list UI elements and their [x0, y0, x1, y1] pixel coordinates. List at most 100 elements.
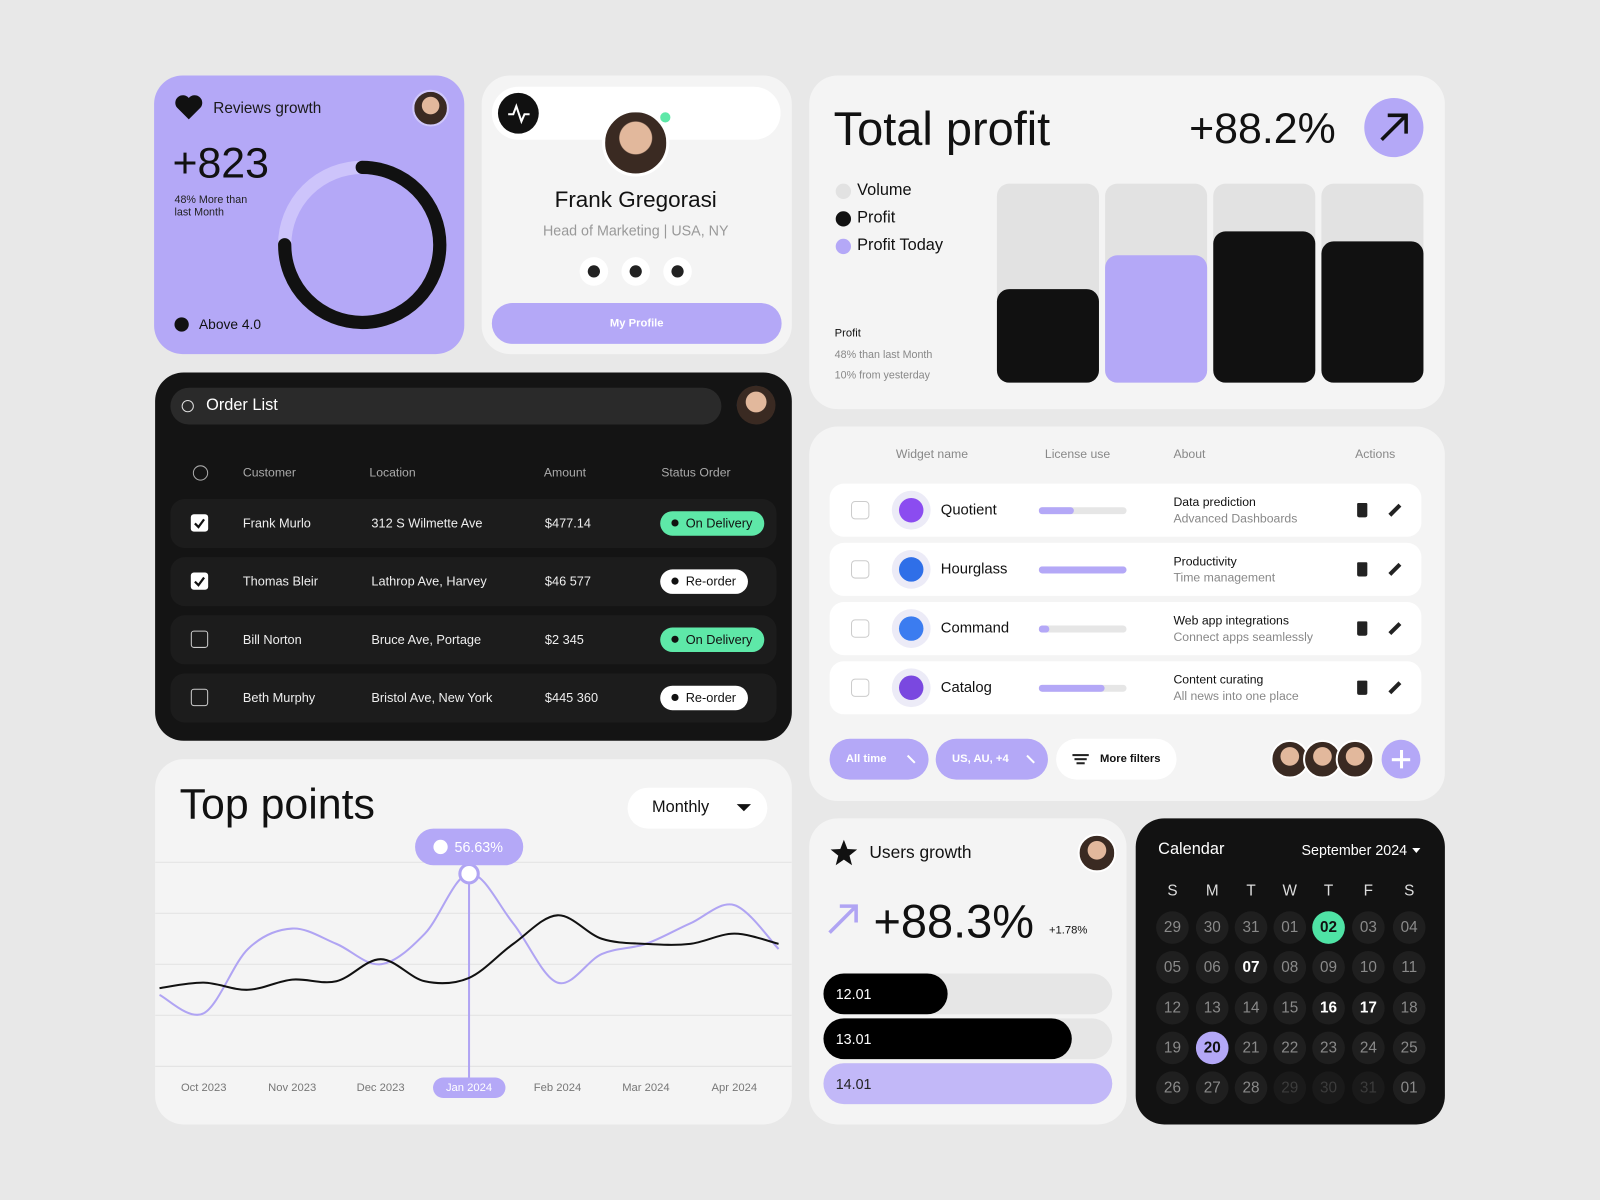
- status-pill[interactable]: On Delivery: [660, 627, 765, 653]
- weekday: T: [1246, 882, 1256, 900]
- day-cell[interactable]: [1156, 911, 1189, 944]
- chart-svg: [1412, 847, 1421, 854]
- row-checkbox[interactable]: [851, 619, 870, 638]
- profile-button[interactable]: My Profile: [491, 303, 782, 344]
- day-cell[interactable]: [1156, 1031, 1189, 1065]
- status-pill[interactable]: On Delivery: [660, 511, 765, 536]
- growth-arrow: [828, 904, 858, 934]
- amount: $46 577: [544, 574, 592, 589]
- day-label: 29: [1281, 1079, 1299, 1097]
- day-label: 10: [1359, 958, 1377, 977]
- day-cell[interactable]: [1352, 911, 1385, 944]
- legend-dot: [174, 317, 189, 332]
- about-subtitle: Connect apps seamlessly: [1173, 629, 1313, 644]
- day-cell[interactable]: [1392, 1071, 1426, 1105]
- day-cell[interactable]: [1234, 991, 1268, 1025]
- day-cell[interactable]: [1392, 991, 1426, 1025]
- bar: [1213, 231, 1316, 383]
- day-label: 24: [1359, 1039, 1377, 1057]
- row-checkbox[interactable]: [190, 688, 209, 707]
- day-cell[interactable]: [1312, 951, 1345, 984]
- day-cell[interactable]: [1273, 1071, 1307, 1105]
- period-label: Monthly: [652, 798, 710, 817]
- row-checkbox[interactable]: [190, 630, 209, 648]
- day-cell[interactable]: [1273, 1031, 1307, 1065]
- day-cell[interactable]: [1195, 911, 1229, 944]
- month-select[interactable]: September 2024: [1301, 841, 1408, 859]
- day-cell[interactable]: [1156, 1071, 1189, 1105]
- column-header: License use: [1044, 446, 1111, 462]
- day-cell[interactable]: [1195, 951, 1229, 984]
- day-cell[interactable]: [1392, 1031, 1426, 1065]
- day-cell[interactable]: [1273, 951, 1307, 984]
- check-stroke: [194, 518, 205, 529]
- status-pill[interactable]: Re-order: [660, 569, 749, 594]
- filter-icon-line: [1076, 762, 1085, 765]
- day-cell[interactable]: [1352, 1071, 1385, 1105]
- day-label: 25: [1400, 1039, 1418, 1057]
- search-bar[interactable]: Order List: [170, 387, 722, 425]
- dropdown-caret: [736, 804, 752, 812]
- license-bar-svg: [1038, 684, 1127, 692]
- about-title: Data prediction: [1173, 494, 1256, 510]
- note-line: 48% than last Month: [834, 348, 933, 362]
- select-all[interactable]: [192, 464, 208, 481]
- day-cell[interactable]: [1156, 991, 1189, 1025]
- amount: $445 360: [544, 690, 599, 706]
- filter-chip[interactable]: US, AU, +4: [935, 738, 1048, 780]
- day-cell[interactable]: [1352, 1031, 1385, 1065]
- day-cell[interactable]: [1195, 1071, 1229, 1105]
- status-pill[interactable]: Re-order: [660, 685, 749, 711]
- day-cell[interactable]: [1392, 911, 1426, 944]
- legend-dot: [835, 210, 851, 227]
- chart-svg: [155, 804, 792, 1078]
- change-value: +88.2%: [1189, 104, 1336, 153]
- day-label: 19: [1163, 1039, 1181, 1057]
- day-cell[interactable]: [1234, 951, 1268, 984]
- more-filters[interactable]: More filters: [1056, 738, 1177, 780]
- column-header: Actions: [1355, 446, 1396, 462]
- profile-action-glyph: [587, 265, 600, 278]
- x-tick-label: Dec 2023: [356, 1081, 405, 1094]
- card-title: Calendar: [1158, 840, 1225, 859]
- day-cell[interactable]: [1312, 1031, 1345, 1065]
- day-cell[interactable]: [1195, 1031, 1229, 1065]
- month-caret: [1412, 847, 1421, 854]
- delete-action[interactable]: [1357, 562, 1368, 577]
- avatar: [1303, 739, 1342, 779]
- day-cell[interactable]: [1234, 911, 1268, 944]
- filter-chip[interactable]: All time: [829, 738, 929, 780]
- day-cell[interactable]: [1312, 991, 1345, 1025]
- about-title: Web app integrations: [1173, 613, 1289, 628]
- day-cell[interactable]: [1156, 951, 1189, 984]
- row-checkbox[interactable]: [190, 514, 209, 532]
- row-checkbox[interactable]: [851, 678, 870, 697]
- widget-name: Quotient: [940, 502, 997, 519]
- row-checkbox[interactable]: [190, 572, 209, 590]
- customer: Thomas Bleir: [242, 574, 318, 589]
- delete-action[interactable]: [1357, 680, 1368, 695]
- bar: [823, 1018, 1072, 1060]
- day-cell[interactable]: [1352, 991, 1385, 1025]
- license-bar: [1038, 684, 1105, 692]
- day-label: 30: [1320, 1079, 1338, 1097]
- location: Lathrop Ave, Harvey: [371, 574, 487, 589]
- day-cell[interactable]: [1234, 1031, 1268, 1065]
- day-cell[interactable]: [1392, 951, 1426, 984]
- weekday: S: [1167, 882, 1178, 900]
- day-cell[interactable]: [1273, 911, 1307, 944]
- row-checkbox[interactable]: [851, 560, 870, 579]
- delete-action[interactable]: [1357, 503, 1368, 518]
- delete-action[interactable]: [1357, 621, 1368, 636]
- legend-label: Profit: [857, 209, 896, 227]
- day-cell[interactable]: [1352, 951, 1385, 984]
- day-cell[interactable]: [1234, 1071, 1268, 1105]
- customer: Bill Norton: [242, 632, 302, 647]
- chart-svg: [175, 95, 447, 330]
- day-cell[interactable]: [1312, 1071, 1345, 1105]
- row-checkbox[interactable]: [851, 501, 870, 520]
- day-cell[interactable]: [1195, 991, 1229, 1025]
- day-cell[interactable]: [1273, 991, 1307, 1025]
- day-cell[interactable]: [1312, 911, 1345, 944]
- day-label: 11: [1401, 958, 1418, 977]
